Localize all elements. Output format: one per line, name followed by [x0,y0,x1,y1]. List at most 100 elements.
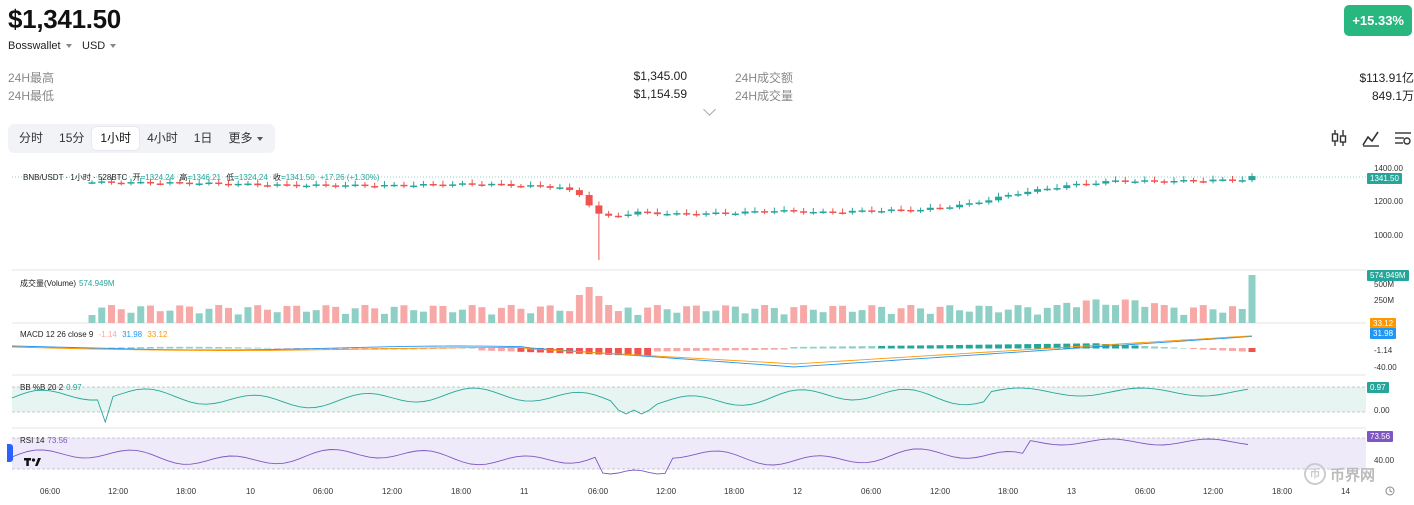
volume-bar [946,305,954,323]
candle [1151,180,1159,182]
price-chart[interactable] [0,160,1414,505]
volume-bar [956,310,964,323]
macd-bar [507,348,515,352]
volume-bar [731,306,739,323]
settings-icon[interactable] [1394,129,1412,147]
candle [556,187,564,189]
tab-1d[interactable]: 1日 [193,131,213,145]
macd-bar [839,346,847,349]
expand-chevron-icon[interactable] [703,103,716,116]
volume-bar [488,314,496,323]
volume-bar [653,305,661,323]
candle [517,185,525,188]
price-tag: 1341.50 [1367,173,1402,184]
volume-bar [1180,314,1188,323]
macd-bar [166,346,174,349]
candle [995,196,1003,201]
volume-bar [1151,303,1159,323]
macd-hist-tag: -1.14 [1374,346,1393,355]
candle [829,211,837,213]
tab-more[interactable]: 更多 [220,127,271,150]
candle [185,182,193,185]
candle [1112,180,1120,182]
candle [322,184,330,186]
tab-4h[interactable]: 4小时 [147,131,178,145]
current-price: $1,341.50 [8,4,121,34]
candle [429,184,437,186]
time-label: 12:00 [930,487,951,496]
candle [1248,176,1256,181]
volume-bar [644,307,652,323]
price-legend: BNB/USDT · 1小时 · 528BTC 开=1324.24 高=1346… [20,172,379,183]
macd-bar [722,348,730,351]
tab-1h[interactable]: 1小时 [92,127,140,150]
volume-bar [263,309,271,323]
legend-high-label: 高 [179,173,188,182]
macd-bar [868,346,876,349]
macd-bar [293,348,301,349]
rsi-legend: RSI 14 73.56 [20,436,68,445]
candle [702,213,710,215]
macd-bar [137,347,145,349]
macd-bar [1199,348,1207,350]
macd-bar [117,347,125,349]
wallet-selector[interactable]: Bosswallet [8,40,72,52]
volume-bar [605,305,613,323]
volume-bar [302,311,310,323]
candle [507,184,515,186]
volume-bar [566,311,574,323]
volume-bar [195,313,203,323]
candle [965,203,973,205]
timezone-icon[interactable] [1385,486,1395,496]
macd-bar [887,345,895,349]
candle [380,184,388,187]
candle [488,183,496,186]
time-label: 06:00 [861,487,882,496]
macd-bar [127,347,135,349]
volume-bar [839,305,847,323]
candle [137,181,145,184]
candle [614,215,622,218]
candle [770,211,778,213]
candle [917,209,925,212]
volume-bar [1073,307,1081,323]
line-chart-icon[interactable] [1362,129,1380,147]
tab-fenshi[interactable]: 分时 [19,131,44,145]
price-tick: 1000.00 [1374,231,1403,240]
macd-bar [751,348,759,350]
candle [761,211,769,213]
candle [956,204,964,208]
candle [585,195,593,206]
candle [653,212,661,215]
candle [449,184,457,186]
candle [361,184,369,187]
candle [215,182,223,185]
bb-tick: 0.00 [1374,406,1390,415]
volume-bar [156,311,164,323]
tab-15m[interactable]: 15分 [59,131,85,145]
candle [731,213,739,216]
candle [497,183,505,186]
candle [848,210,856,213]
macd-bar [1151,346,1159,349]
candle [1024,191,1032,195]
sidebar-toggle[interactable] [7,444,13,462]
candle [107,181,115,183]
volume-bar [780,314,788,323]
candle [634,211,642,215]
rsi-label: RSI 14 [20,436,45,445]
macd-bar [790,347,798,349]
indicator-icon[interactable] [1330,129,1348,147]
volume-bar [1082,300,1090,323]
macd-bar [488,348,496,351]
time-label: 18:00 [998,487,1019,496]
macd-bar [527,348,535,353]
macd-bar [1160,347,1168,349]
candle [741,211,749,214]
currency-selector[interactable]: USD [82,40,117,52]
macd-bar [283,348,291,349]
candle [1063,185,1071,189]
candle [127,182,135,184]
time-label: 10 [246,487,255,496]
candle [595,205,603,214]
